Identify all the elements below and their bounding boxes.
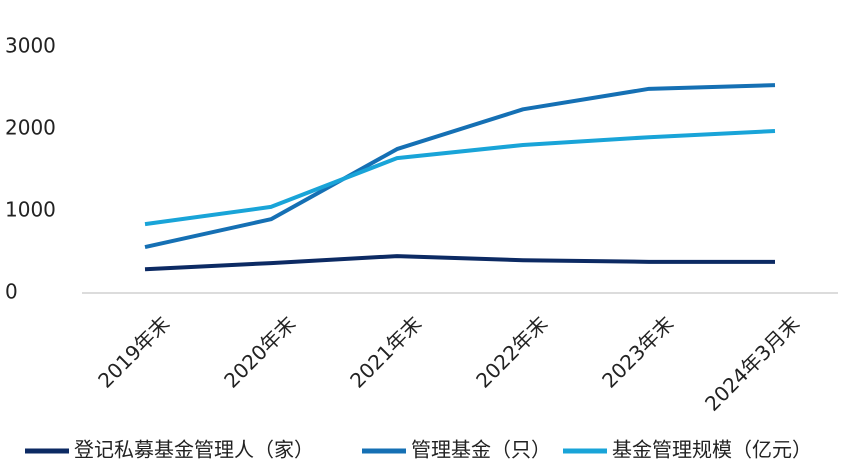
y-tick-label: 3000 (5, 34, 56, 58)
series-line (144, 83, 776, 250)
x-tick-label: 2022年末 (471, 311, 552, 392)
y-tick-label: 2000 (5, 116, 56, 140)
legend-label: 登记私募基金管理人（家） (74, 438, 314, 462)
series-line (144, 129, 776, 227)
x-tick-label: 2019年末 (93, 311, 174, 392)
series-line (144, 254, 775, 272)
y-tick-label: 0 (5, 280, 18, 304)
legend-label: 管理基金（只） (411, 438, 551, 462)
x-tick-label: 2023年末 (597, 311, 678, 392)
x-tick-label: 2020年末 (219, 311, 300, 392)
y-tick-label: 1000 (5, 198, 56, 222)
legend-label: 基金管理规模（亿元） (612, 438, 812, 462)
x-tick-label: 2021年末 (345, 311, 426, 392)
x-tick-label: 2024年3月末 (700, 311, 804, 415)
